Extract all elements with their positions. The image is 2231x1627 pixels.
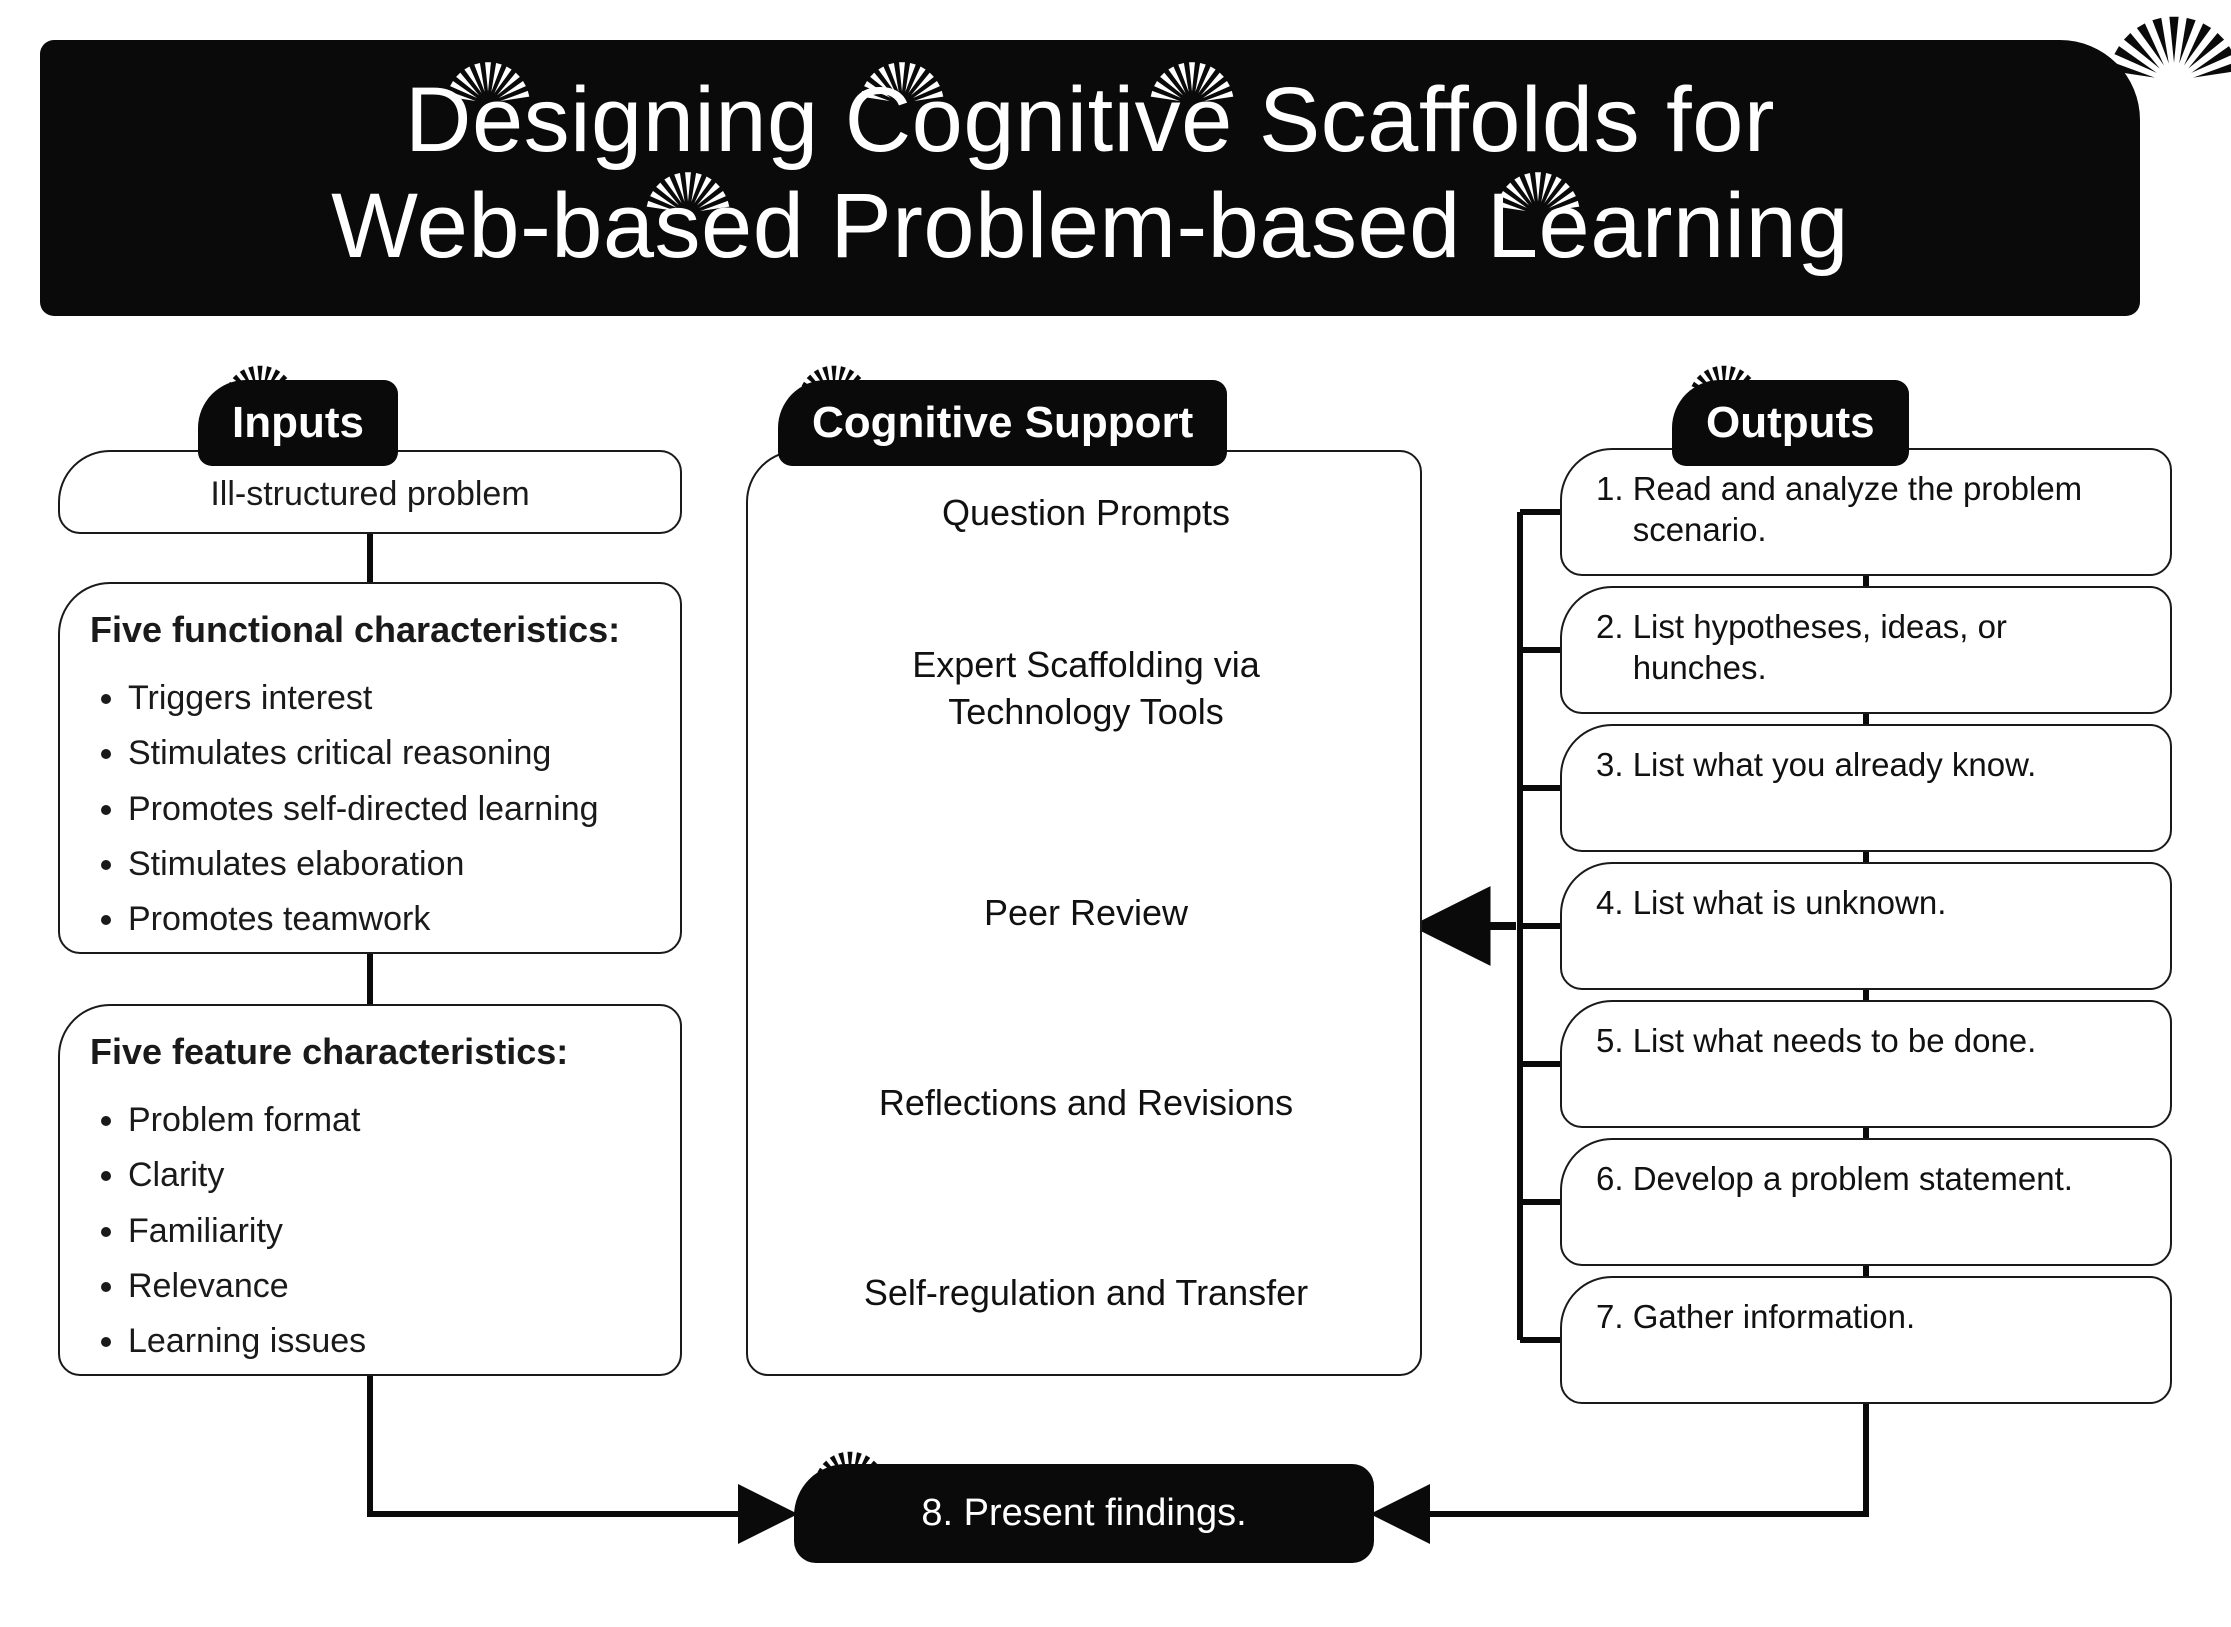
title-line-1: Designing Cognitive Scaffolds for bbox=[80, 68, 2100, 174]
outputs-label: Outputs bbox=[1672, 380, 1909, 466]
inputs-functional-heading: Five functional characteristics: bbox=[90, 604, 650, 656]
output-step: 4. List what is unknown. bbox=[1560, 862, 2172, 990]
output-step: 1. Read and analyze the problem scenario… bbox=[1560, 448, 2172, 576]
output-step: 3. List what you already know. bbox=[1560, 724, 2172, 852]
list-item: Problem format bbox=[128, 1096, 650, 1145]
list-item: Promotes self-directed learning bbox=[128, 785, 650, 834]
output-step: 6. Develop a problem statement. bbox=[1560, 1138, 2172, 1266]
list-item: Triggers interest bbox=[128, 674, 650, 723]
final-findings-box: 8. Present findings. bbox=[794, 1464, 1374, 1563]
list-item: Learning issues bbox=[128, 1317, 650, 1366]
cognitive-item: Expert Scaffolding viaTechnology Tools bbox=[748, 642, 1424, 736]
cognitive-item: Reflections and Revisions bbox=[748, 1080, 1424, 1127]
diagram-stage: Designing Cognitive Scaffolds for Web-ba… bbox=[0, 0, 2231, 1627]
list-item: Clarity bbox=[128, 1151, 650, 1200]
list-item: Relevance bbox=[128, 1262, 650, 1311]
inputs-feature-heading: Five feature characteristics: bbox=[90, 1026, 650, 1078]
inputs-topbox-text: Ill-structured problem bbox=[210, 475, 529, 513]
final-findings-text: 8. Present findings. bbox=[921, 1492, 1246, 1534]
list-item: Promotes teamwork bbox=[128, 895, 650, 944]
inputs-functional-box: Five functional characteristics: Trigger… bbox=[58, 582, 682, 954]
cognitive-item: Question Prompts bbox=[748, 490, 1424, 537]
cognitive-support-box: Question Prompts Expert Scaffolding viaTe… bbox=[746, 450, 1422, 1376]
cognitive-label: Cognitive Support bbox=[778, 380, 1227, 466]
inputs-feature-box: Five feature characteristics: Problem fo… bbox=[58, 1004, 682, 1376]
title-line-2: Web-based Problem-based Learning bbox=[80, 174, 2100, 280]
title-banner: Designing Cognitive Scaffolds for Web-ba… bbox=[40, 40, 2140, 316]
list-item: Stimulates critical reasoning bbox=[128, 729, 650, 778]
list-item: Stimulates elaboration bbox=[128, 840, 650, 889]
cognitive-item: Peer Review bbox=[748, 890, 1424, 937]
inputs-functional-list: Triggers interest Stimulates critical rea… bbox=[90, 674, 650, 944]
list-item: Familiarity bbox=[128, 1207, 650, 1256]
output-step: 7. Gather information. bbox=[1560, 1276, 2172, 1404]
output-step: 2. List hypotheses, ideas, or hunches. bbox=[1560, 586, 2172, 714]
cognitive-item: Self-regulation and Transfer bbox=[748, 1270, 1424, 1317]
inputs-label: Inputs bbox=[198, 380, 398, 466]
output-step: 5. List what needs to be done. bbox=[1560, 1000, 2172, 1128]
inputs-feature-list: Problem format Clarity Familiarity Relevanc… bbox=[90, 1096, 650, 1366]
